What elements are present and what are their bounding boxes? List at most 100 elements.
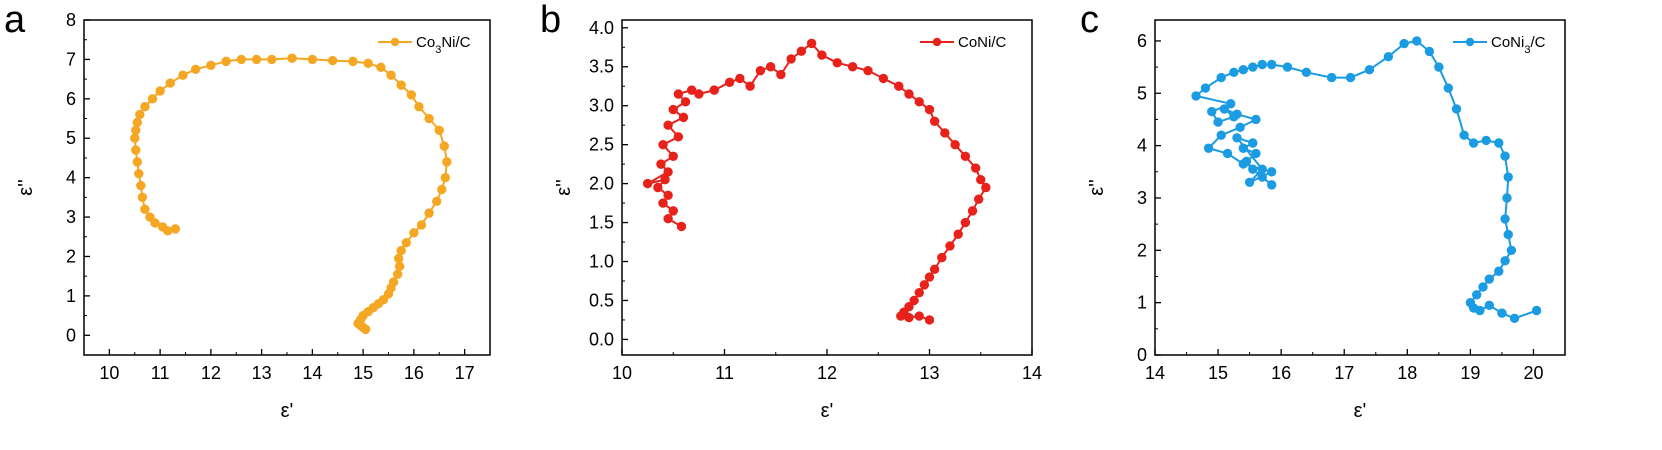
data-point (806, 38, 817, 49)
legend-marker (932, 37, 942, 47)
data-point (1434, 62, 1444, 72)
data-point (660, 175, 670, 185)
y-tick-label: 1.5 (589, 213, 614, 233)
y-tick-label: 7 (66, 49, 76, 69)
data-point (687, 85, 697, 95)
data-point (132, 157, 142, 167)
data-point (663, 167, 673, 177)
data-point (440, 172, 451, 183)
data-point (1222, 148, 1233, 159)
data-point (383, 289, 394, 299)
data-point (950, 139, 960, 150)
data-point (1383, 51, 1394, 62)
data-point (1200, 83, 1211, 93)
y-tick-label: 4 (1137, 136, 1147, 156)
data-point (1225, 99, 1236, 109)
data-point (386, 70, 396, 80)
data-point (1251, 114, 1261, 125)
data-point (1266, 167, 1277, 177)
data-point (1506, 245, 1517, 256)
data-point (680, 97, 691, 107)
data-point (1219, 104, 1230, 114)
data-point (1500, 151, 1510, 161)
data-point (863, 65, 873, 76)
data-point (1412, 36, 1422, 46)
data-point (974, 194, 984, 204)
data-point (1191, 91, 1201, 101)
plot-frame (1154, 19, 1566, 356)
data-point (914, 97, 924, 107)
data-point (236, 54, 247, 65)
y-tick-label: 0.0 (589, 329, 614, 349)
y-tick-label: 8 (66, 10, 76, 30)
data-point (406, 90, 417, 100)
data-point (904, 312, 914, 323)
data-point (170, 224, 181, 234)
x-tick-label: 14 (1145, 363, 1165, 383)
x-tick-label: 17 (1334, 363, 1354, 383)
data-point (1484, 300, 1495, 310)
y-tick-label: 1.0 (589, 252, 614, 272)
data-point (348, 56, 358, 67)
data-point (416, 220, 427, 230)
series-line (646, 42, 987, 321)
x-tick-label: 14 (302, 363, 322, 383)
data-point (432, 196, 442, 206)
data-point (1326, 72, 1337, 83)
data-point (178, 70, 188, 80)
data-point (735, 73, 745, 84)
x-tick-label: 15 (353, 363, 373, 383)
data-point (376, 62, 386, 72)
data-point (1494, 266, 1504, 276)
data-point (909, 295, 919, 306)
x-tick-label: 18 (1397, 363, 1417, 383)
data-point (307, 54, 318, 65)
data-point (136, 180, 146, 191)
y-tick-label: 5 (66, 128, 76, 148)
data-point (424, 113, 434, 124)
data-point (929, 116, 940, 126)
y-axis-title: ε'' (1086, 179, 1108, 196)
data-point (929, 264, 940, 275)
data-point (1443, 83, 1454, 93)
data-point (653, 182, 663, 193)
x-tick-label: 13 (252, 363, 272, 383)
panel-letter: b (540, 0, 561, 41)
data-point (1500, 214, 1510, 224)
data-point (401, 237, 411, 248)
y-tick-label: 0 (66, 325, 76, 345)
data-point (765, 62, 776, 72)
data-point (1459, 130, 1469, 140)
data-point (940, 128, 950, 138)
data-point (1238, 159, 1249, 169)
data-point (434, 125, 444, 136)
data-point (1248, 164, 1258, 174)
y-tick-label: 2.0 (589, 174, 614, 194)
data-point (1364, 65, 1375, 75)
y-tick-label: 4.0 (589, 18, 614, 38)
y-tick-label: 6 (1137, 31, 1147, 51)
x-tick-label: 19 (1460, 363, 1480, 383)
data-point (924, 272, 935, 282)
data-point (894, 81, 904, 91)
data-point (155, 86, 165, 96)
data-point (147, 94, 158, 104)
data-point (817, 50, 827, 60)
legend-label: CoNi3/C (1491, 34, 1546, 56)
panel-letter: a (4, 0, 26, 41)
y-tick-label: 3.0 (589, 96, 614, 116)
data-point (1503, 229, 1513, 240)
data-point (960, 151, 971, 162)
data-point (251, 54, 262, 65)
series-line (133, 57, 448, 331)
data-point (1235, 122, 1245, 133)
data-point (1497, 308, 1507, 318)
data-point (267, 54, 277, 65)
data-point (131, 125, 141, 136)
y-tick-label: 0.5 (589, 290, 614, 310)
y-axis-title: ε'' (553, 179, 575, 196)
data-point (668, 104, 678, 115)
data-point (439, 141, 450, 151)
data-point (396, 80, 406, 90)
